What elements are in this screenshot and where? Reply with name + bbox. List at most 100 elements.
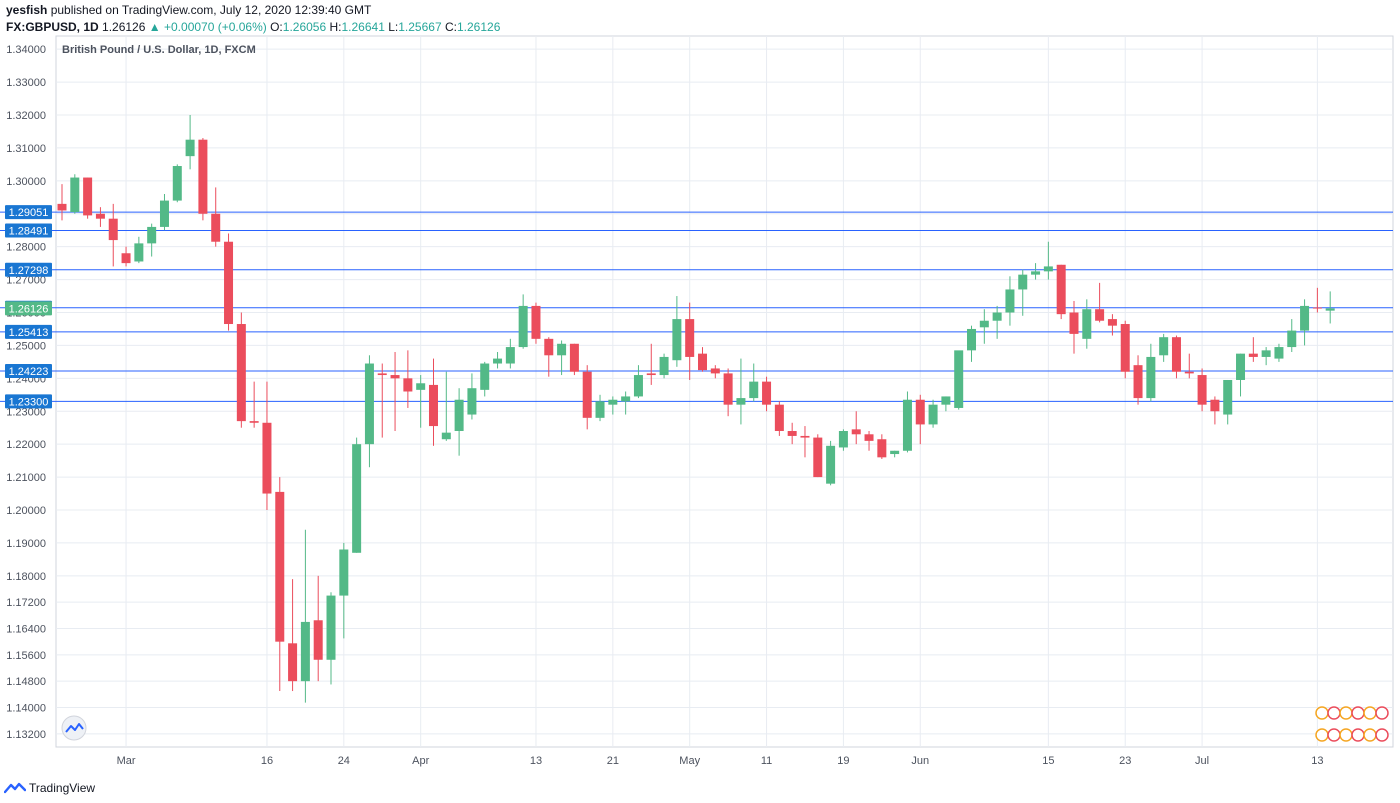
publish-text: published on TradingView.com, July 12, 2… [50,3,372,17]
event-flag-row-2 [1327,728,1341,742]
candle-body [1069,312,1079,334]
x-tick-label: 21 [607,755,619,767]
candle-body [1031,271,1041,275]
candle-body [172,166,182,201]
open-label: O: [270,20,283,34]
candle-body [1236,353,1246,380]
candle-body [621,396,631,402]
candle-body [826,445,836,484]
candle-body [185,139,195,157]
event-flag-row-2 [1315,728,1329,742]
candle-body [1287,330,1297,348]
publish-info: yesfish published on TradingView.com, Ju… [6,3,1394,17]
author-name[interactable]: yesfish [6,3,48,17]
candle-body [428,384,438,427]
candle-body [531,305,541,339]
x-tick-label: 11 [761,755,772,767]
price-label-bg [5,363,52,378]
candle-body [159,200,169,227]
candle-body [147,226,157,244]
candle-body [416,383,426,390]
low-value: 1.25667 [398,20,442,34]
candle-body [1043,266,1053,272]
candle-body [1095,309,1105,321]
price-change: +0.00070 (+0.06%) [164,20,267,34]
candle-body [582,371,592,418]
candle-body [236,324,246,422]
candle-body [364,363,374,445]
candle-body [454,399,464,431]
chart-header: yesfish published on TradingView.com, Ju… [6,3,1394,34]
y-tick-label: 1.28000 [6,242,46,254]
y-tick-label: 1.23000 [6,406,46,418]
y-tick-label: 1.27000 [6,275,46,287]
tradingview-watermark-icon [61,715,87,741]
close-value: 1.26126 [456,20,501,34]
candle-body [723,373,733,405]
candlestick-chart[interactable]: 1.34000 1.33000 1.32000 1.31000 1.30000 1.290… [0,35,1400,770]
price-line-label: 1.28491 [9,226,49,238]
candle-body [467,388,477,415]
tradingview-logo-icon[interactable] [4,781,26,795]
last-price: 1.26126 [102,20,146,34]
last-price-label-bg [5,301,52,316]
close-label: C: [444,20,457,34]
candle-body [1120,324,1130,372]
candle-body [851,429,861,435]
y-tick-label: 1.20000 [6,505,46,517]
candle-body [992,312,1002,321]
candle-body [1197,375,1207,405]
y-tick-label: 1.14800 [6,676,46,688]
footer-brand[interactable]: TradingView [29,781,96,795]
candle-body [877,439,887,458]
candle-body [646,373,656,376]
candle-body [275,491,285,642]
candle-body [979,320,989,328]
price-line-label: 1.25413 [9,327,49,339]
candle-body [249,421,259,423]
candle-body [762,381,772,405]
price-label-bg [5,223,52,238]
y-tick-label: 1.32000 [6,110,46,122]
candle-body [569,343,579,372]
candle-body [441,432,451,440]
candle-body [902,399,912,451]
candle-body [480,363,490,390]
price-line-label: 1.27298 [9,265,49,277]
candle-body [198,139,208,214]
chart-area[interactable]: 1.34000 1.33000 1.32000 1.31000 1.30000 1.290… [0,35,1400,770]
y-tick-label: 1.25000 [6,340,46,352]
ohlc-legend: FX:GBPUSD, 1D 1.26126 ▲ +0.00070 (+0.06%… [6,20,1394,34]
x-tick-label: 13 [1311,755,1323,767]
candle-body [224,241,234,325]
candle-body [108,218,118,241]
y-tick-label: 1.30000 [6,176,46,188]
y-tick-label: 1.16400 [6,624,46,636]
high-value: 1.26641 [341,20,385,34]
candle-body [1248,353,1258,357]
candle-body [1056,264,1066,315]
y-tick-label: 1.14000 [6,703,46,715]
y-tick-label: 1.22000 [6,439,46,451]
candle-body [813,437,823,478]
x-tick-label: 13 [530,755,542,767]
candle-body [608,399,618,405]
x-tick-label: Mar [117,755,136,767]
candle-body [710,368,720,374]
candle-body [557,343,567,356]
candle-body [915,399,925,425]
candle-body [57,203,67,211]
x-tick-label: Jul [1195,755,1209,767]
candle-body [211,213,221,242]
watermark-line [65,723,84,733]
x-tick-label: 23 [1119,755,1131,767]
candle-body [403,378,413,392]
candle-body [1261,350,1271,357]
candle-body [1171,337,1181,372]
x-tick-label: 24 [338,755,350,767]
candle-body [1159,337,1169,356]
price-label-bg [5,324,52,339]
candle-body [954,350,964,408]
x-tick-label: Jun [911,755,929,767]
x-tick-label: 16 [261,755,273,767]
